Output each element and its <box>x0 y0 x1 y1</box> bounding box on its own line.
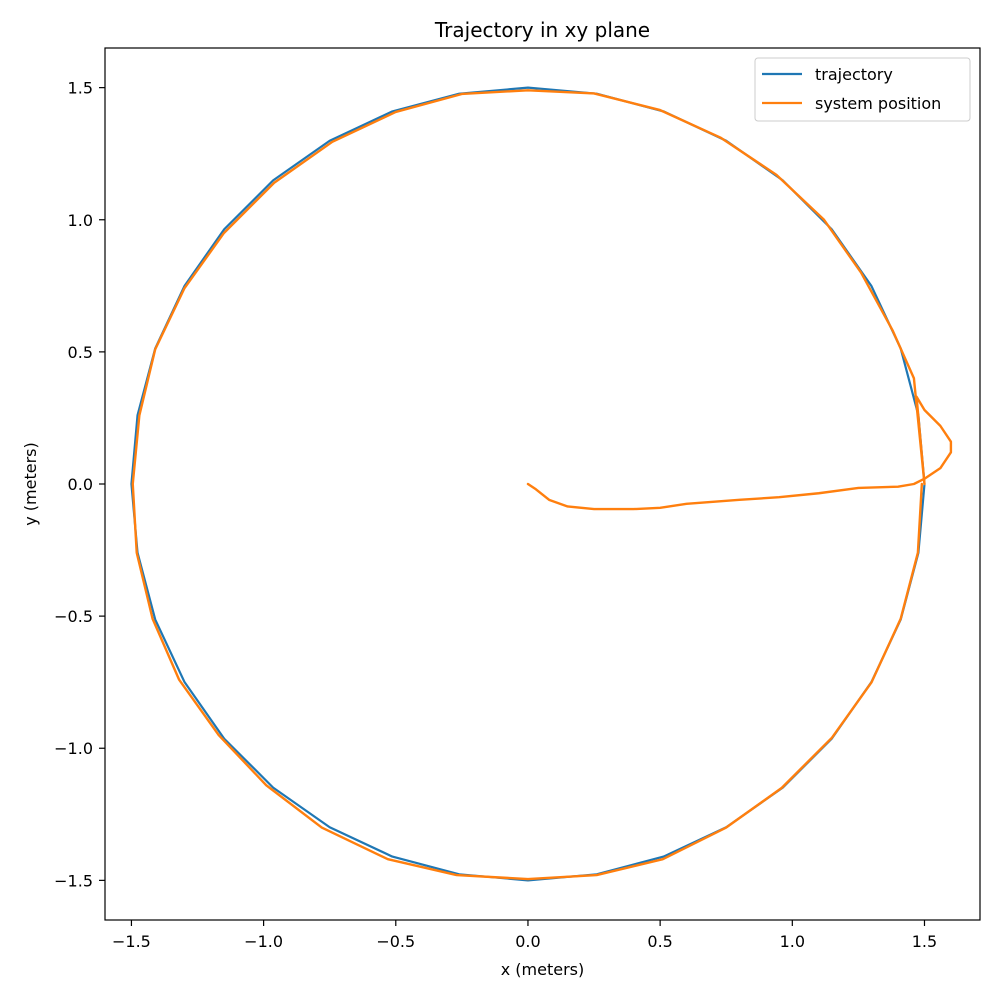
x-tick-label: 1.5 <box>912 932 937 951</box>
y-tick-label: −1.5 <box>54 871 93 890</box>
x-tick-label: −1.0 <box>244 932 283 951</box>
x-tick-label: 0.0 <box>515 932 540 951</box>
y-tick-label: 0.5 <box>68 343 93 362</box>
chart-title: Trajectory in xy plane <box>434 18 650 42</box>
x-tick-label: −0.5 <box>376 932 415 951</box>
legend-label-system-position: system position <box>815 94 941 113</box>
series-layer <box>130 86 953 882</box>
x-axis: −1.5 −1.0 −0.5 0.0 0.5 1.0 1.5 <box>112 920 937 951</box>
legend-box <box>754 57 971 122</box>
x-tick-label: 1.0 <box>780 932 805 951</box>
y-tick-label: 0.0 <box>68 475 93 494</box>
y-tick-label: −0.5 <box>54 607 93 626</box>
axes-background <box>105 48 980 920</box>
x-axis-label: x (meters) <box>501 960 585 979</box>
y-tick-label: 1.0 <box>68 211 93 230</box>
legend: trajectory system position <box>754 57 971 122</box>
series-line-system-position <box>131 89 953 881</box>
plot-area <box>104 47 981 921</box>
legend-label-trajectory: trajectory <box>815 65 893 84</box>
y-tick-label: 1.5 <box>68 79 93 98</box>
y-axis: −1.5 −1.0 −0.5 0.0 0.5 1.0 1.5 <box>54 79 105 890</box>
x-tick-label: 0.5 <box>647 932 672 951</box>
y-axis-label: y (meters) <box>21 442 40 526</box>
y-tick-label: −1.0 <box>54 739 93 758</box>
x-tick-label: −1.5 <box>112 932 151 951</box>
